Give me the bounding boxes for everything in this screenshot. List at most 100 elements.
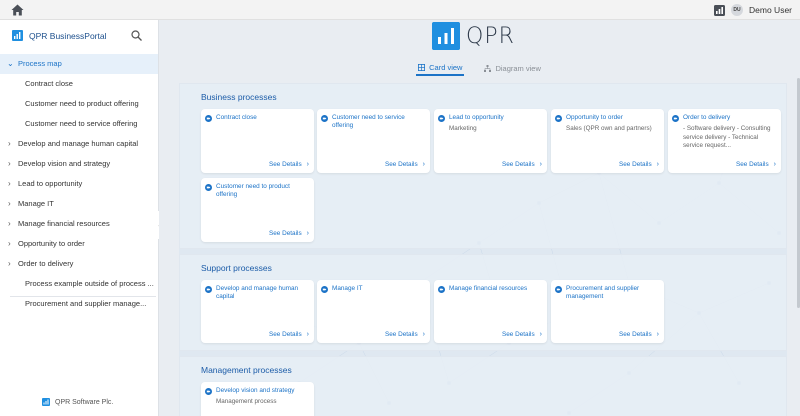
tree-item[interactable]: Customer need to product offering: [0, 94, 158, 114]
tree-item-label: Develop vision and strategy: [18, 159, 111, 168]
chevron-right-icon: ›: [306, 331, 309, 338]
footer-text: QPR Software Plc.: [55, 398, 114, 406]
see-details-label: See Details: [501, 161, 535, 168]
see-details-link[interactable]: See Details ›: [269, 230, 309, 237]
process-card[interactable]: Customer need to product offering See De…: [201, 178, 314, 242]
process-card[interactable]: Develop vision and strategy Management p…: [201, 382, 314, 416]
section-business-processes: Business processes Contract close See De…: [179, 83, 787, 249]
chevron-right-icon[interactable]: ›: [8, 139, 11, 148]
card-header: Procurement and supplier management: [555, 285, 660, 302]
tree-item[interactable]: › Manage financial resources: [0, 214, 158, 234]
process-card[interactable]: Contract close See Details ›: [201, 109, 314, 173]
tree-root-process-map[interactable]: ⌄ Process map: [0, 54, 158, 74]
card-header: Manage IT: [321, 285, 426, 293]
card-header: Lead to opportunity: [438, 114, 543, 122]
chevron-right-icon[interactable]: ›: [8, 259, 11, 268]
tree-item[interactable]: Contract close: [0, 74, 158, 94]
process-card[interactable]: Customer need to service offering See De…: [317, 109, 430, 173]
chevron-right-icon: ›: [422, 161, 425, 168]
user-area: DU Demo User: [714, 3, 792, 17]
avatar[interactable]: DU: [731, 4, 744, 16]
scrollbar[interactable]: [797, 78, 800, 308]
tree-item[interactable]: › Develop vision and strategy: [0, 154, 158, 174]
process-icon: [205, 183, 212, 191]
home-icon[interactable]: [11, 4, 24, 16]
tree-item-label: Opportunity to order: [18, 239, 85, 248]
section-title: Management processes: [201, 365, 292, 375]
process-card[interactable]: Manage IT See Details ›: [317, 280, 430, 343]
qpr-logo: QPR: [432, 22, 515, 50]
tree-item[interactable]: › Develop and manage human capital: [0, 134, 158, 154]
tree-item[interactable]: › Manage IT: [0, 194, 158, 214]
process-icon: [205, 387, 212, 395]
see-details-label: See Details: [501, 331, 535, 338]
process-card[interactable]: Manage financial resources See Details ›: [434, 280, 547, 343]
see-details-link[interactable]: See Details ›: [736, 161, 776, 168]
chevron-right-icon: ›: [539, 161, 542, 168]
tree-item-label: Order to delivery: [18, 259, 74, 268]
see-details-link[interactable]: See Details ›: [619, 331, 659, 338]
brand-name: QPR BusinessPortal: [29, 30, 107, 41]
footer: QPR Software Plc.: [42, 398, 113, 406]
tree-item-label: Customer need to service offering: [25, 119, 138, 128]
section-title: Support processes: [201, 263, 272, 273]
see-details-label: See Details: [735, 161, 769, 168]
tab-card-view[interactable]: Card view: [416, 60, 465, 76]
card-title: Customer need to product offering: [216, 183, 290, 199]
process-card[interactable]: Develop and manage human capital See Det…: [201, 280, 314, 343]
tab-diagram-view[interactable]: Diagram view: [482, 60, 542, 76]
tree-item[interactable]: › Order to delivery: [0, 254, 158, 274]
tree-root-label: Process map: [18, 59, 62, 68]
card-view-content: Business processes Contract close See De…: [179, 83, 787, 416]
chevron-right-icon[interactable]: ›: [8, 199, 11, 208]
process-card[interactable]: Order to delivery - Software delivery - …: [668, 109, 781, 173]
card-header: Manage financial resources: [438, 285, 543, 293]
tab-label: Card view: [429, 62, 463, 72]
card-header: Develop vision and strategy: [205, 387, 310, 395]
divider: [10, 296, 156, 297]
sidebar: QPR BusinessPortal ⌄ Process map Contrac…: [0, 20, 159, 416]
chevron-right-icon[interactable]: ›: [8, 179, 11, 188]
process-card[interactable]: Lead to opportunity Marketing See Detail…: [434, 109, 547, 173]
card-header: Order to delivery: [672, 114, 777, 122]
process-icon: [321, 285, 328, 293]
tree-item[interactable]: Process example outside of process ...: [0, 274, 158, 294]
search-icon[interactable]: [131, 30, 142, 41]
see-details-link[interactable]: See Details ›: [502, 331, 542, 338]
process-icon: [672, 114, 679, 122]
tree-item[interactable]: › Lead to opportunity: [0, 174, 158, 194]
card-title: Order to delivery: [683, 114, 731, 121]
card-title: Develop vision and strategy: [216, 387, 295, 394]
tree-item-label: Develop and manage human capital: [18, 139, 139, 148]
process-card[interactable]: Procurement and supplier management See …: [551, 280, 664, 343]
chevron-right-icon[interactable]: ›: [8, 219, 11, 228]
chevron-right-icon: ›: [306, 230, 309, 237]
see-details-link[interactable]: See Details ›: [502, 161, 542, 168]
tree-item[interactable]: Customer need to service offering: [0, 114, 158, 134]
see-details-link[interactable]: See Details ›: [619, 161, 659, 168]
card-header: Opportunity to order: [555, 114, 660, 122]
bar-chart-icon[interactable]: [714, 4, 726, 16]
see-details-link[interactable]: See Details ›: [385, 161, 425, 168]
section-title: Business processes: [201, 92, 277, 102]
tree-item[interactable]: Procurement and supplier manage...: [0, 294, 158, 314]
chevron-right-icon[interactable]: ›: [8, 159, 11, 168]
user-name[interactable]: Demo User: [749, 5, 792, 15]
see-details-link[interactable]: See Details ›: [269, 331, 309, 338]
card-title: Lead to opportunity: [449, 114, 504, 121]
card-description: Marketing: [449, 125, 477, 132]
tree-item-label: Manage IT: [18, 199, 54, 208]
chevron-right-icon[interactable]: ›: [8, 239, 11, 248]
see-details-label: See Details: [268, 161, 302, 168]
see-details-label: See Details: [618, 331, 652, 338]
see-details-link[interactable]: See Details ›: [385, 331, 425, 338]
chevron-right-icon: ›: [773, 161, 776, 168]
brand[interactable]: QPR BusinessPortal: [12, 30, 106, 41]
card-title: Opportunity to order: [566, 114, 623, 121]
process-card[interactable]: Opportunity to order Sales (QPR own and …: [551, 109, 664, 173]
qpr-logo-icon: [432, 22, 460, 50]
card-description: Sales (QPR own and partners): [566, 125, 652, 132]
qpr-logo-icon: [12, 30, 23, 41]
see-details-link[interactable]: See Details ›: [269, 161, 309, 168]
tree-item[interactable]: › Opportunity to order: [0, 234, 158, 254]
